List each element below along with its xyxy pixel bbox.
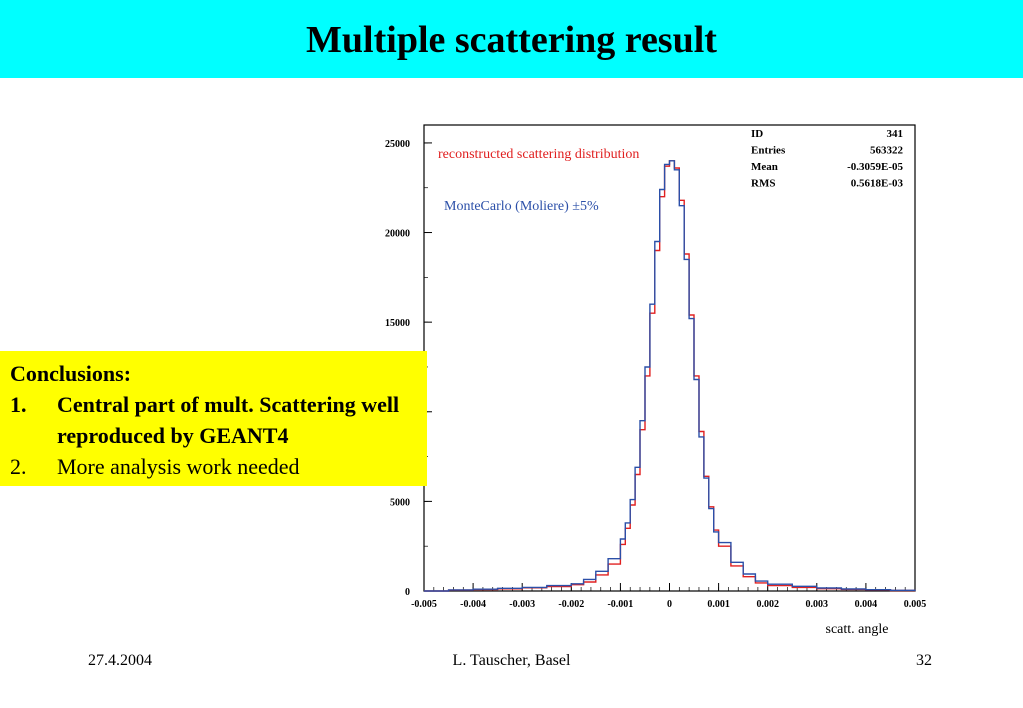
series-layer [424,160,916,592]
conclusion-text: Central part of mult. Scattering well re… [57,392,400,448]
x-tick-label: -0.002 [558,599,584,610]
x-tick-label: 0.004 [855,599,878,610]
stats-label: Entries [751,145,786,157]
conclusion-item: 2. More analysis work needed [10,451,427,482]
series-reconstructed-line [424,160,916,592]
conclusion-number: 1. [10,392,27,417]
y-tick-label: 15000 [385,318,410,329]
conclusions-heading: Conclusions: [10,361,132,386]
x-tick-label: 0.001 [707,599,730,610]
y-tick-label: 25000 [385,139,410,150]
x-tick-label: 0.003 [806,599,829,610]
footer-date: 27.4.2004 [88,652,152,669]
annotation-montecarlo: MonteCarlo (Moliere) ±5% [444,199,599,214]
x-tick-label: 0.002 [756,599,779,610]
footer-author: L. Tauscher, Basel [452,652,571,669]
annotation-reconstructed: reconstructed scattering distribution [438,147,639,162]
y-tick-label: 0 [405,587,410,598]
stats-value: -0.3059E-05 [847,161,903,173]
stats-box: ID 341 Entries 563322 Mean -0.3059E-05 RMS 0.56… [751,128,904,190]
conclusion-text: More analysis work needed [57,454,300,479]
stats-label: Mean [751,161,778,173]
stats-label: RMS [751,178,775,190]
x-tick-label: 0.005 [904,599,927,610]
x-tick-label: -0.005 [411,599,437,610]
series-montecarlo-line [424,160,916,592]
stats-value: 563322 [870,145,904,157]
stats-value: 0.5618E-03 [851,178,904,190]
x-tick-label: -0.004 [460,599,486,610]
plot-axes: -0.005 -0.004 -0.003 -0.002 -0.001 0 0.001 0.00… [385,124,927,610]
slide-title: Multiple scattering result [306,19,717,61]
footer-page-number: 32 [916,652,932,669]
x-tick-label: 0 [667,599,672,610]
histogram-plot: -0.005 -0.004 -0.003 -0.002 -0.001 0 0.001 0.00… [385,124,927,637]
conclusion-item: 1. Central part of mult. Scattering well… [10,389,427,451]
stats-value: 341 [887,128,904,140]
x-tick-label: -0.003 [509,599,535,610]
conclusions-box: Conclusions: 1. Central part of mult. Sc… [0,351,427,486]
x-axis-label: scatt. angle [826,622,889,637]
title-bar [0,0,1023,78]
stats-label: ID [751,128,763,140]
conclusion-number: 2. [10,454,27,479]
y-tick-label: 20000 [385,229,410,240]
plot-frame [423,124,916,592]
y-tick-label: 5000 [390,497,410,508]
x-tick-label: -0.001 [607,599,633,610]
annotations-layer: reconstructed scattering distribution Mon… [438,147,639,214]
